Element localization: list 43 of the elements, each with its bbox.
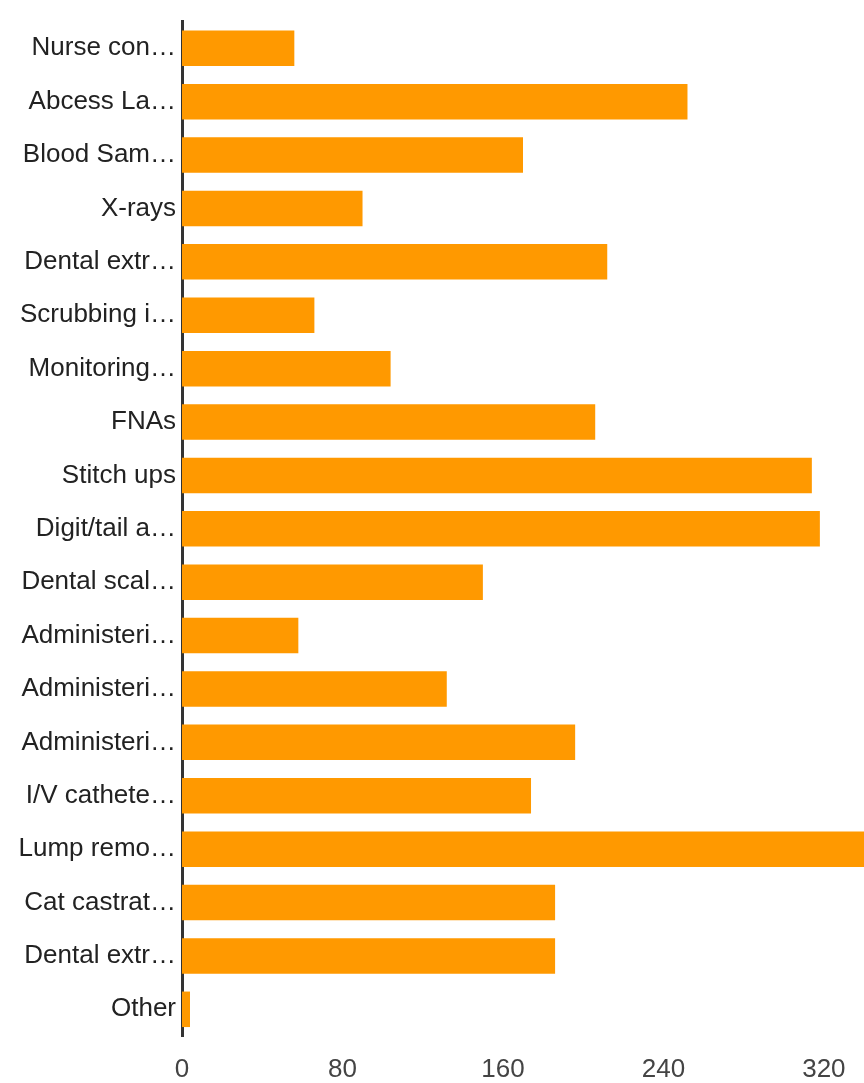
y-tick-label: Other [110, 992, 177, 1023]
x-tick-label: 160 [481, 1052, 525, 1083]
bar [182, 30, 295, 67]
bar [182, 724, 576, 761]
bar [182, 137, 523, 173]
y-tick-label: Lump remo… [18, 832, 176, 863]
y-tick-label: Abcess La… [28, 84, 176, 115]
bar [182, 564, 483, 600]
bar [182, 350, 391, 387]
y-tick-label: Dental extr… [24, 245, 176, 276]
y-tick-label: Dental extr… [24, 939, 176, 970]
x-tick-label: 320 [802, 1052, 846, 1083]
bar [182, 244, 608, 280]
y-tick-label: I/V cathete… [25, 778, 176, 809]
bar [182, 938, 556, 974]
bar [182, 831, 864, 867]
y-tick-label: Administeri… [21, 672, 176, 703]
y-tick-label: Administeri… [21, 725, 176, 756]
y-tick-label: Monitoring… [28, 351, 176, 382]
bar [182, 884, 556, 921]
x-tick-label: 0 [174, 1052, 190, 1083]
bar [182, 404, 596, 440]
y-tick-label: Stitch ups [61, 458, 176, 489]
y-tick-label: Cat castrat… [24, 885, 176, 916]
bar [182, 671, 447, 707]
y-tick-label: Administeri… [21, 618, 176, 649]
bar [182, 991, 191, 1028]
y-tick-label: Digit/tail a… [35, 511, 176, 542]
y-tick-label: Scrubbing i… [19, 298, 176, 329]
bar [182, 297, 315, 333]
bar [182, 778, 532, 814]
x-tick-label: 240 [641, 1052, 686, 1083]
bar [182, 83, 688, 120]
x-tick-label: 80 [328, 1052, 357, 1083]
y-tick-label: FNAs [111, 405, 176, 436]
bar [182, 190, 363, 227]
y-tick-label: Dental scal… [21, 565, 176, 596]
y-tick-label: Blood Sam… [22, 138, 176, 169]
bar [182, 511, 820, 547]
bar [182, 457, 812, 494]
y-tick-label: X-rays [100, 191, 176, 222]
y-tick-label: Nurse con… [31, 31, 176, 62]
bar [182, 617, 299, 654]
